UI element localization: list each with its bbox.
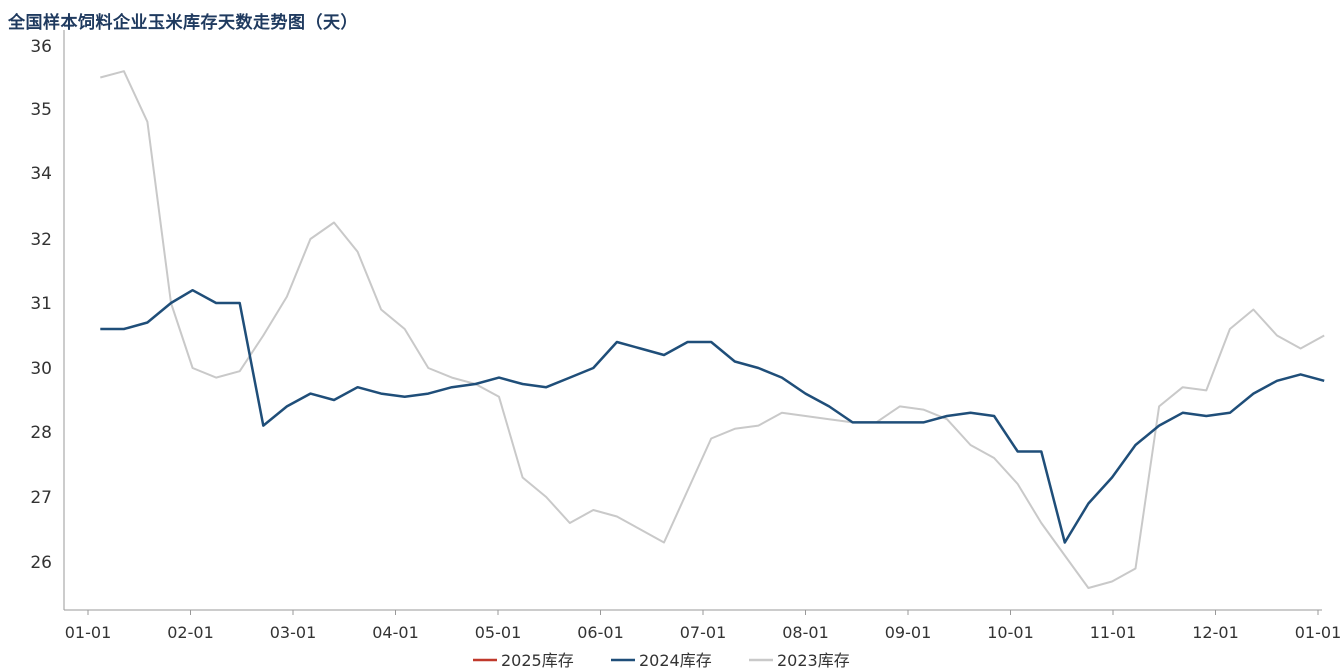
- x-tick-label: 01-01: [65, 623, 112, 642]
- x-tick-label: 06-01: [577, 623, 624, 642]
- legend-label: 2025库存: [501, 651, 574, 670]
- chart-title: 全国样本饲料企业玉米库存天数走势图（天）: [8, 13, 358, 33]
- x-tick-label: 07-01: [680, 623, 727, 642]
- x-tick-label: 02-01: [167, 623, 214, 642]
- y-tick-label: 36: [30, 37, 52, 57]
- series-line-2023库存: [100, 70, 1325, 589]
- chart-axes: [63, 30, 1322, 611]
- x-tick-label: 05-01: [475, 623, 522, 642]
- y-tick-label: 26: [30, 553, 52, 573]
- series-lines: [100, 70, 1325, 589]
- x-tick-label: 10-01: [987, 623, 1034, 642]
- x-tick-label: 03-01: [270, 623, 317, 642]
- x-tick-label: 04-01: [372, 623, 419, 642]
- x-tick-label: 09-01: [885, 623, 932, 642]
- y-tick-label: 27: [30, 488, 52, 508]
- series-line-2024库存: [100, 288, 1325, 544]
- x-tick-label: 11-01: [1090, 623, 1137, 642]
- legend-label: 2023库存: [777, 651, 850, 670]
- y-axis-ticks: 36 35 34 32 31 30 28 27 26: [30, 37, 52, 573]
- y-tick-label: 35: [30, 100, 52, 120]
- legend-label: 2024库存: [639, 651, 712, 670]
- x-tick-label: 01-01: [1295, 623, 1342, 642]
- y-tick-label: 32: [30, 230, 52, 250]
- legend: 2025库存 2024库存 2023库存: [473, 651, 850, 670]
- x-tick-label: 08-01: [782, 623, 829, 642]
- y-tick-label: 31: [30, 294, 52, 314]
- y-tick-label: 28: [30, 423, 52, 443]
- y-tick-label: 34: [30, 164, 52, 184]
- x-axis-ticks: 01-01 02-01 03-01 04-01 05-01 06-01 07-01 08-01…: [65, 610, 1342, 642]
- x-tick-label: 12-01: [1192, 623, 1239, 642]
- y-tick-label: 30: [30, 359, 52, 379]
